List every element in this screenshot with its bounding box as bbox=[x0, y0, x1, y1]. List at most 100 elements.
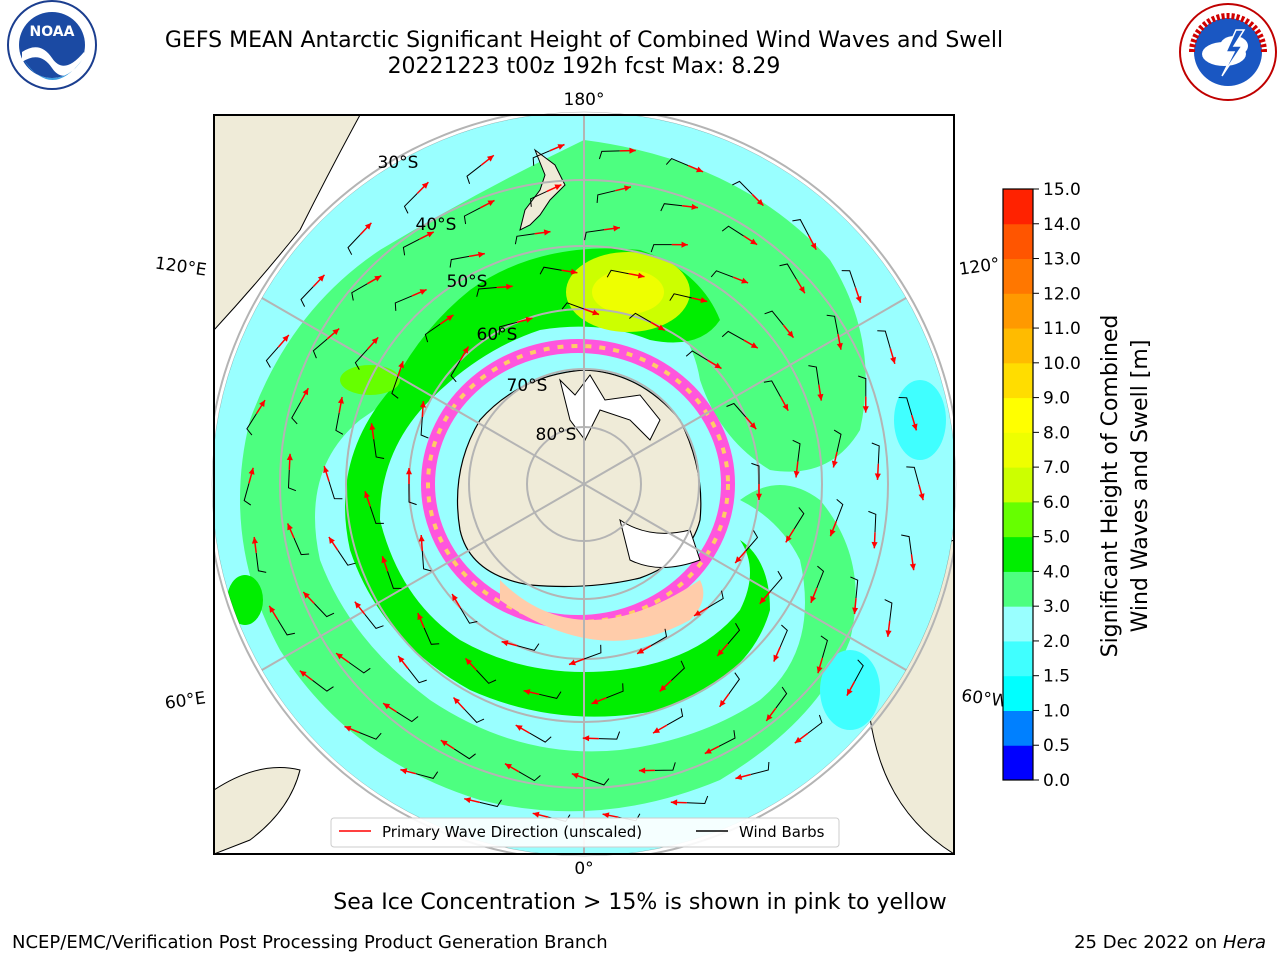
wave-direction-arrow bbox=[889, 348, 896, 365]
wind-barb bbox=[868, 510, 877, 533]
wind-barb bbox=[255, 552, 267, 573]
wind-barb bbox=[449, 255, 470, 268]
footer-machine: Hera bbox=[1222, 932, 1266, 953]
wave-direction-arrow bbox=[619, 147, 636, 154]
wind-barb bbox=[277, 619, 296, 636]
wave-direction-arrow bbox=[732, 276, 749, 284]
wind-barb bbox=[775, 686, 788, 709]
wave-direction-arrow bbox=[759, 591, 771, 605]
wave-direction-arrow bbox=[756, 484, 762, 500]
wave-direction-arrow bbox=[468, 251, 485, 258]
wave-direction-arrow bbox=[464, 657, 477, 671]
wind-barb bbox=[464, 708, 485, 724]
wave-direction-arrow bbox=[439, 314, 454, 325]
wind-barb bbox=[453, 748, 476, 760]
wind-barb bbox=[898, 397, 913, 416]
wind-barb bbox=[396, 711, 419, 723]
wind-barb bbox=[718, 730, 736, 747]
wave-direction-arrow bbox=[836, 333, 843, 350]
wave-direction-arrow bbox=[255, 399, 266, 414]
wave-direction-arrow bbox=[381, 555, 389, 572]
chart-title: GEFS MEAN Antarctic Significant Height o… bbox=[164, 28, 1004, 53]
wind-barb bbox=[354, 348, 368, 370]
wind-barb bbox=[463, 207, 481, 225]
wave-direction-arrow bbox=[568, 658, 585, 666]
wave-direction-arrow bbox=[323, 465, 330, 482]
colorbar-tick-label: 0.0 bbox=[1043, 771, 1070, 791]
wave-direction-arrow bbox=[534, 229, 551, 236]
wind-barb bbox=[906, 466, 920, 485]
lon-label-lower-left: 60°E bbox=[164, 688, 207, 713]
wind-barb bbox=[364, 613, 384, 629]
wave-direction-arrow bbox=[911, 414, 918, 431]
wave-direction-arrow bbox=[659, 679, 672, 692]
wind-barb bbox=[871, 442, 880, 464]
wave-direction-arrow bbox=[831, 451, 838, 468]
wind-barb bbox=[686, 795, 709, 805]
wave-direction-arrow bbox=[854, 287, 862, 304]
wind-barb bbox=[466, 164, 482, 184]
wind-barb bbox=[726, 402, 747, 418]
colorbar-segment bbox=[1003, 293, 1033, 329]
wave-direction-arrow bbox=[650, 321, 666, 332]
wind-barb bbox=[685, 350, 708, 361]
wind-barb bbox=[792, 219, 810, 236]
wave-direction-arrow bbox=[277, 334, 290, 348]
wave-direction-arrow bbox=[718, 693, 730, 708]
wave-direction-arrow bbox=[312, 274, 326, 288]
chart-subtitle: 20221223 t00z 192h fcst Max: 8.29 bbox=[387, 54, 781, 79]
wave-direction-arrow bbox=[682, 203, 699, 210]
wind-barb bbox=[351, 283, 368, 301]
wave-direction-arrow bbox=[871, 532, 878, 549]
wave-direction-arrow bbox=[918, 484, 925, 501]
africa-land bbox=[214, 767, 301, 854]
wind-barb bbox=[721, 330, 745, 341]
colorbar-tick-label: 13.0 bbox=[1043, 250, 1081, 270]
colorbar-tick-label: 2.0 bbox=[1043, 632, 1070, 652]
wind-barb bbox=[539, 266, 562, 275]
wind-barb bbox=[584, 229, 605, 241]
wave-direction-arrow bbox=[532, 811, 549, 818]
noaa-logo-text: NOAA bbox=[30, 24, 75, 40]
wave-direction-arrow bbox=[636, 645, 652, 655]
colorbar-tick-label: 8.0 bbox=[1043, 423, 1070, 443]
wind-barb bbox=[833, 429, 842, 453]
wind-barb bbox=[347, 234, 361, 255]
wind-barb bbox=[561, 302, 585, 310]
colorbar-segment bbox=[1003, 362, 1033, 399]
wind-barb bbox=[328, 481, 343, 500]
lat-label-30s: 30°S bbox=[378, 153, 419, 173]
wave-direction-arrow bbox=[480, 154, 495, 166]
wind-barb bbox=[816, 565, 825, 589]
wind-barb bbox=[884, 599, 893, 621]
wave-direction-arrow bbox=[602, 812, 619, 819]
wave-direction-arrow bbox=[516, 316, 533, 324]
wave-direction-arrow bbox=[874, 463, 881, 480]
new-zealand-land bbox=[519, 148, 566, 231]
wave-direction-arrow bbox=[452, 696, 465, 710]
wind-barb bbox=[359, 732, 382, 740]
wind-barb bbox=[732, 180, 753, 195]
wave-direction-arrow bbox=[286, 523, 295, 539]
wave-direction-arrow bbox=[571, 772, 588, 780]
wind-barb bbox=[518, 771, 541, 782]
wave-direction-arrow bbox=[251, 536, 258, 553]
wind-barb bbox=[313, 603, 335, 618]
wind-barb bbox=[335, 412, 344, 435]
wind-barb bbox=[293, 537, 310, 556]
wind-barb bbox=[707, 590, 724, 609]
wave-direction-arrow bbox=[816, 657, 824, 674]
wave-direction-arrow bbox=[638, 767, 655, 774]
wave-direction-arrow bbox=[751, 193, 764, 207]
wind-barb bbox=[666, 708, 684, 726]
wave-direction-arrow bbox=[817, 384, 824, 401]
wind-barb bbox=[423, 627, 440, 645]
wave-direction-arrow bbox=[829, 521, 837, 537]
wind-barb bbox=[403, 193, 418, 214]
wind-barb bbox=[373, 439, 385, 459]
wave-direction-arrow bbox=[615, 185, 632, 192]
wind-barb bbox=[529, 190, 548, 207]
lon-label-upper-right: 120° bbox=[958, 254, 1001, 280]
wave-direction-arrow bbox=[411, 288, 427, 297]
colorbar-segment bbox=[1003, 432, 1033, 468]
